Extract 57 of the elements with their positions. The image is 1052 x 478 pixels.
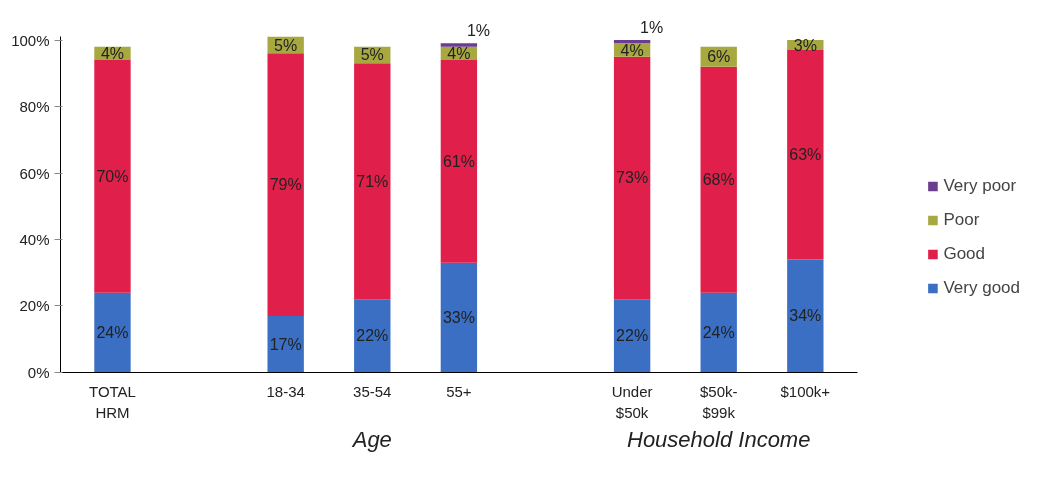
x-tick-label: 55+ <box>446 383 472 401</box>
data-label: 17% <box>269 335 302 353</box>
legend-label: Poor <box>943 210 980 230</box>
data-label: 22% <box>616 327 649 345</box>
data-label: 3% <box>793 36 817 54</box>
y-tick-label: 60% <box>19 164 50 182</box>
data-label: 1% <box>640 19 664 37</box>
bar <box>613 56 651 300</box>
text: Age <box>350 427 392 453</box>
bar <box>613 299 651 373</box>
data-label: 1% <box>466 22 491 40</box>
legend-label: Good <box>943 244 986 264</box>
data-label: 61% <box>442 152 475 170</box>
data-label: 4% <box>620 41 644 59</box>
text: Household Income <box>626 427 811 453</box>
y-tick-label: 80% <box>19 98 50 116</box>
data-label: 34% <box>789 307 822 325</box>
y-tick-label: 100% <box>11 31 50 49</box>
data-label: 73% <box>616 169 649 187</box>
data-label: 5% <box>360 46 384 64</box>
data-label: 79% <box>269 176 302 194</box>
x-tick-label: $100k+ <box>780 383 831 401</box>
bar <box>354 63 391 300</box>
bar <box>94 59 131 293</box>
bar <box>354 299 391 373</box>
data-label: 4% <box>100 44 125 62</box>
data-label: 5% <box>274 36 298 54</box>
data-label: 33% <box>442 309 475 327</box>
data-label: 24% <box>702 324 735 342</box>
data-label: 71% <box>356 172 389 190</box>
legend-label: Very good <box>943 278 1020 298</box>
data-label: 70% <box>96 167 129 185</box>
y-tick-label: 40% <box>19 231 50 248</box>
x-tick-label: Under $50k <box>611 383 653 421</box>
bar <box>700 66 737 293</box>
data-label: 68% <box>702 171 735 189</box>
bar <box>267 53 304 316</box>
legend-label: Very poor <box>943 176 1017 196</box>
bar <box>440 59 478 263</box>
bar <box>94 292 131 373</box>
y-tick-label: 20% <box>19 297 50 315</box>
bar <box>700 292 737 373</box>
data-label: 24% <box>96 324 129 342</box>
bar <box>787 50 824 260</box>
data-label: 63% <box>789 146 822 164</box>
x-tick-label: TOTAL HRM <box>88 383 136 421</box>
data-label: 6% <box>707 48 731 66</box>
bar <box>267 315 304 373</box>
y-tick-label: 0% <box>27 363 50 381</box>
x-tick-label: $50k- $99k <box>699 383 738 421</box>
data-label: 4% <box>447 44 471 62</box>
bar <box>787 259 824 373</box>
bar <box>440 43 478 47</box>
bar <box>440 262 478 373</box>
data-label: 22% <box>356 327 389 345</box>
x-tick-label: 35-54 <box>353 383 392 401</box>
x-tick-label: 18-34 <box>266 383 305 401</box>
